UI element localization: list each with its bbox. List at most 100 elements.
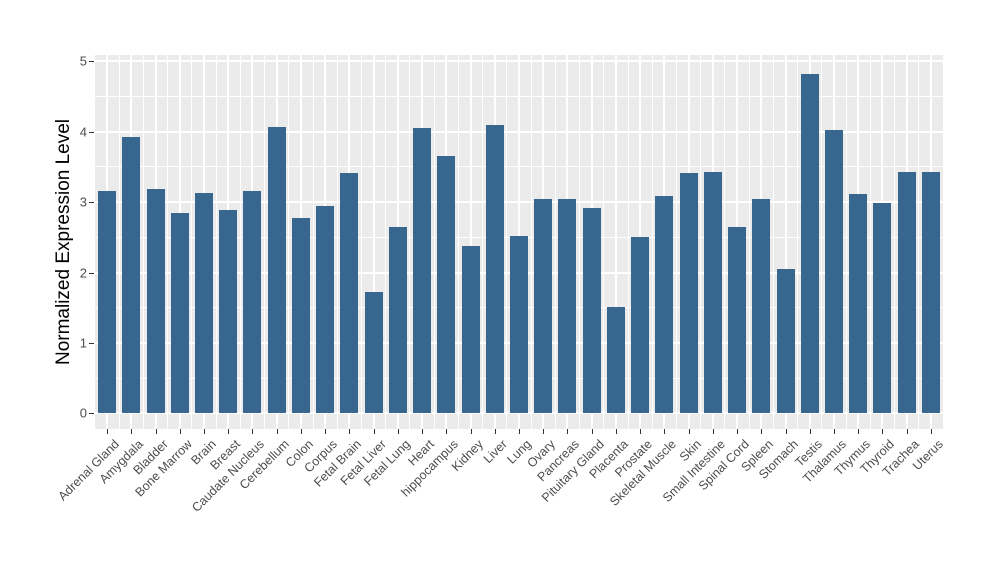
y-tick-label-5: 5 xyxy=(79,53,87,69)
gridline-minor-vertical xyxy=(409,55,411,429)
gridline-minor-vertical xyxy=(385,55,387,429)
x-tick-mark xyxy=(809,429,811,434)
bar-bone-marrow xyxy=(170,212,189,414)
gridline-minor-vertical xyxy=(821,55,823,429)
bar-adrenal-gland xyxy=(98,190,117,414)
bar-heart xyxy=(413,128,432,414)
x-tick-mark xyxy=(373,429,375,434)
bar-cerebellum xyxy=(267,126,286,414)
gridline-minor-vertical xyxy=(288,55,290,429)
bar-prostate xyxy=(631,236,650,414)
gridline-minor-vertical xyxy=(579,55,581,429)
x-tick-mark xyxy=(107,429,109,434)
x-tick-mark xyxy=(833,429,835,434)
x-tick-mark xyxy=(737,429,739,434)
gridline-minor-vertical xyxy=(457,55,459,429)
bar-thymus xyxy=(849,194,868,414)
gridline-minor-vertical xyxy=(797,55,799,429)
gridline-minor-vertical xyxy=(239,55,241,429)
x-tick-mark xyxy=(470,429,472,434)
gridline-minor-vertical xyxy=(118,55,120,429)
bar-ovary xyxy=(534,198,553,414)
x-tick-mark xyxy=(688,429,690,434)
x-tick-mark xyxy=(543,429,545,434)
bar-lung xyxy=(510,235,528,414)
gridline-minor-vertical xyxy=(142,55,144,429)
y-tick-mark xyxy=(89,272,94,274)
bar-corpus xyxy=(316,206,335,414)
x-tick-label-liver: Liver xyxy=(480,437,510,467)
x-tick-mark xyxy=(276,429,278,434)
gridline-major-vertical xyxy=(469,55,472,429)
x-tick-mark xyxy=(519,429,520,434)
x-tick-mark xyxy=(422,429,424,434)
gridline-minor-vertical xyxy=(724,55,726,429)
gridline-minor-vertical xyxy=(918,55,920,429)
bar-spinal-cord xyxy=(728,227,747,414)
gridline-minor-vertical xyxy=(530,55,532,429)
gridline-major-vertical xyxy=(784,55,787,429)
y-tick-label-0: 0 xyxy=(79,405,87,421)
bar-stomach xyxy=(776,268,795,414)
x-tick-mark xyxy=(567,429,569,434)
x-tick-mark xyxy=(325,429,327,434)
x-tick-mark xyxy=(591,429,593,434)
y-tick-label-3: 3 xyxy=(79,194,87,210)
gridline-minor-vertical xyxy=(506,55,508,429)
y-tick-label-1: 1 xyxy=(79,335,87,351)
bar-trachea xyxy=(897,171,916,414)
gridline-minor-vertical xyxy=(627,55,629,429)
y-tick-label-2: 2 xyxy=(79,265,87,280)
x-tick-mark xyxy=(858,429,860,434)
bar-skeletal-muscle xyxy=(655,196,674,414)
y-axis-title: Normalized Expression Level xyxy=(53,118,74,366)
x-tick-mark xyxy=(664,429,666,434)
bar-spleen xyxy=(752,198,771,414)
x-tick-mark xyxy=(712,429,714,434)
x-tick-mark xyxy=(494,429,496,434)
bar-uterus xyxy=(921,171,940,414)
plot-panel xyxy=(95,55,943,429)
bar-caudate-nucleus xyxy=(243,190,262,414)
x-tick-mark xyxy=(761,429,763,434)
gridline-minor-vertical xyxy=(700,55,702,429)
y-tick-mark xyxy=(89,413,94,415)
x-tick-mark xyxy=(640,429,642,434)
gridline-major-vertical xyxy=(614,55,617,429)
gridline-minor-vertical xyxy=(869,55,871,429)
x-tick-mark xyxy=(446,429,448,434)
gridline-minor-vertical xyxy=(603,55,605,429)
gridline-minor-vertical xyxy=(482,55,484,429)
bar-breast xyxy=(219,209,238,414)
bar-pituitary-gland xyxy=(582,207,601,414)
bar-bladder xyxy=(146,189,165,414)
x-tick-mark xyxy=(785,429,787,434)
bar-amygdala xyxy=(122,137,141,414)
x-tick-mark xyxy=(131,429,133,434)
x-tick-mark xyxy=(349,429,351,434)
gridline-minor-vertical xyxy=(191,55,193,429)
gridline-minor-vertical xyxy=(772,55,774,429)
bar-thyroid xyxy=(873,202,892,414)
gridline-minor-vertical xyxy=(264,55,266,429)
gridline-minor-vertical xyxy=(336,55,338,429)
bar-skin xyxy=(679,172,698,414)
gridline-minor-vertical xyxy=(845,55,847,429)
x-tick-mark xyxy=(252,429,254,434)
y-tick-label-4: 4 xyxy=(79,124,87,140)
bar-thalamus xyxy=(824,129,843,414)
bar-kidney xyxy=(461,245,480,414)
y-tick-mark xyxy=(89,131,94,133)
x-tick-mark xyxy=(930,429,932,434)
x-tick-mark xyxy=(906,429,908,434)
bar-testis xyxy=(800,73,819,414)
bar-colon xyxy=(291,218,310,414)
bar-pancreas xyxy=(558,198,577,414)
x-tick-mark xyxy=(204,429,206,434)
x-tick-mark xyxy=(155,429,157,434)
x-tick-mark xyxy=(882,429,884,434)
gridline-minor-vertical xyxy=(554,55,556,429)
gridline-minor-vertical xyxy=(748,55,750,429)
x-tick-mark xyxy=(397,429,399,434)
